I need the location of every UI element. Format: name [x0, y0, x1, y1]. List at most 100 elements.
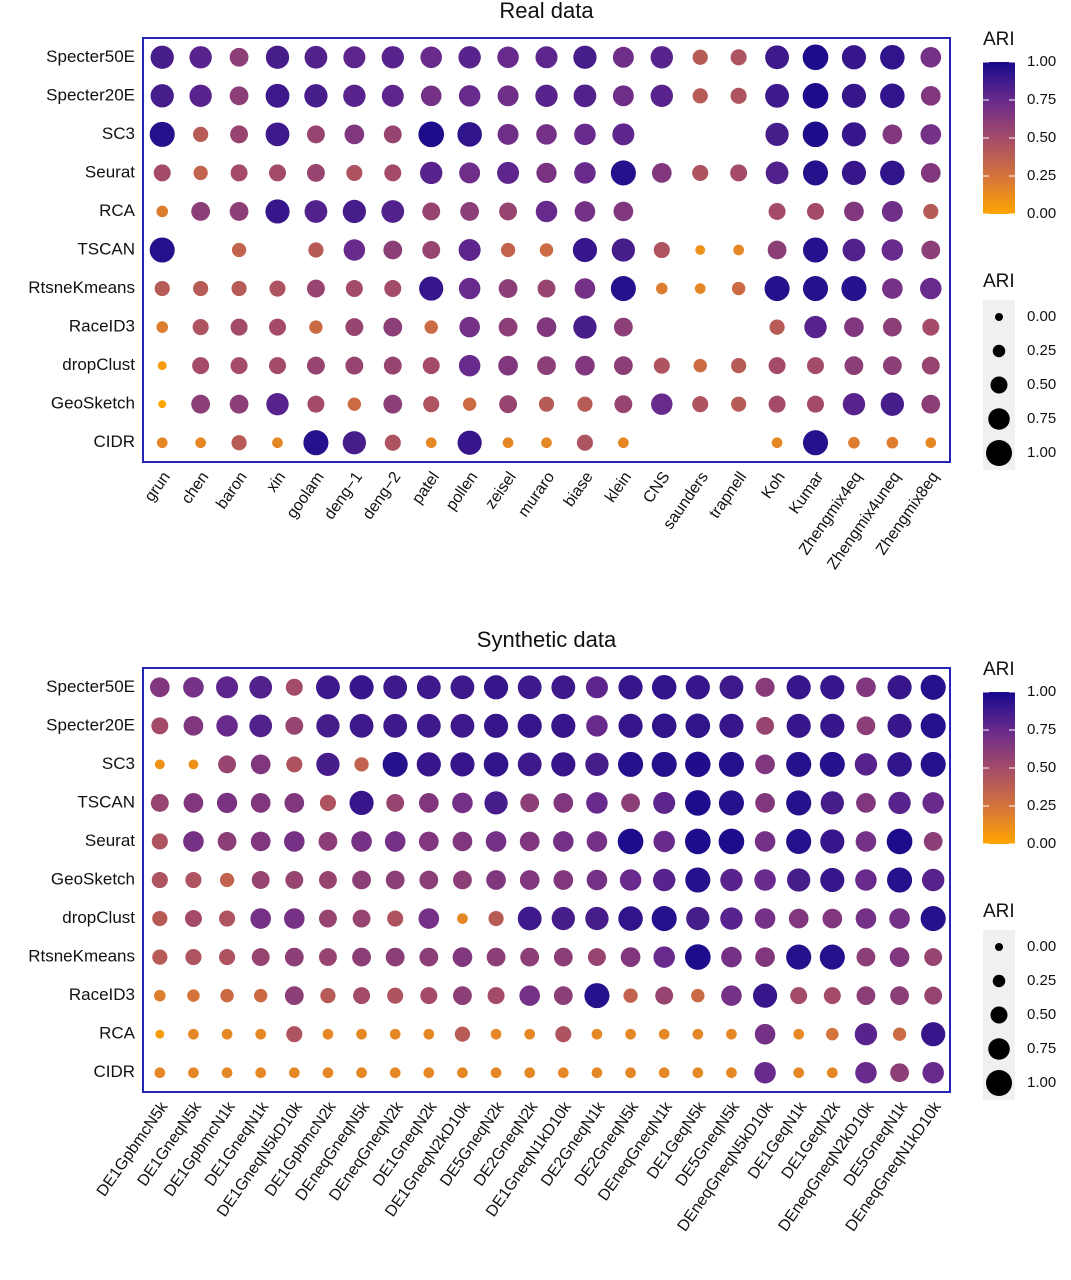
dot [484, 791, 508, 815]
dot [551, 713, 576, 738]
dot [572, 237, 598, 263]
dot [922, 1061, 944, 1084]
dot [880, 83, 905, 109]
dot [220, 988, 234, 1003]
row-label: TSCAN [77, 792, 135, 811]
dot [423, 1028, 435, 1040]
dot [320, 988, 336, 1004]
dot [416, 675, 441, 700]
dot [921, 240, 941, 260]
dot [519, 831, 540, 852]
dot [721, 946, 742, 968]
dot [787, 868, 811, 892]
dot [802, 44, 829, 71]
dot [658, 1028, 670, 1040]
dot [573, 315, 597, 339]
dot [591, 1067, 603, 1079]
dot [303, 430, 329, 456]
dot [487, 987, 505, 1005]
size-key [992, 344, 1006, 358]
size-legend-title: ARI [983, 901, 1015, 922]
dot [188, 1067, 199, 1079]
dot [555, 1026, 572, 1043]
x-tick-label: Koh [759, 469, 789, 502]
row-label: SC3 [102, 754, 135, 773]
dot [587, 948, 606, 967]
color-legend-title: ARI [983, 29, 1015, 50]
dot [520, 793, 540, 813]
dot [653, 830, 675, 853]
dot [384, 831, 406, 852]
row-label: GeoSketch [51, 869, 135, 888]
dot [614, 395, 633, 414]
dot [230, 357, 248, 375]
dot [483, 675, 509, 700]
dot [693, 358, 707, 373]
dot [769, 319, 785, 335]
dot [387, 987, 404, 1004]
dot [306, 279, 325, 298]
size-tick-label: 0.25 [1027, 342, 1056, 359]
dot [610, 275, 636, 302]
dot [517, 752, 542, 777]
dot [793, 1028, 805, 1040]
dot [651, 163, 672, 183]
dot [457, 430, 482, 455]
dot [384, 164, 402, 182]
dot [151, 717, 169, 735]
color-tick-label: 0.25 [1027, 797, 1056, 814]
row-label: RtsneKmeans [28, 947, 135, 966]
dot [219, 949, 236, 966]
dot [497, 123, 519, 145]
dot [342, 199, 367, 224]
dot [685, 675, 710, 700]
dot [684, 790, 711, 816]
size-key [995, 313, 1003, 321]
dot [591, 1028, 603, 1040]
dot [151, 871, 168, 889]
dot [692, 1067, 704, 1079]
dot [535, 46, 558, 69]
dot [229, 202, 249, 221]
dot [756, 716, 775, 735]
x-tick-label: Kumar [786, 468, 827, 517]
dot [343, 239, 366, 261]
dot [924, 986, 943, 1005]
dot [731, 358, 747, 374]
dot [420, 46, 442, 69]
dot [765, 122, 789, 147]
dot [318, 948, 337, 967]
dot [650, 84, 673, 108]
dot [454, 1026, 471, 1042]
row-label: SC3 [102, 124, 135, 143]
dot [658, 1067, 670, 1079]
dot [383, 394, 403, 414]
row-label: dropClust [62, 355, 135, 374]
size-key [992, 974, 1006, 988]
dot [195, 437, 206, 449]
dot [250, 908, 271, 929]
size-key [986, 440, 1012, 466]
dot [802, 121, 829, 148]
dot [854, 1022, 878, 1046]
dot [886, 828, 913, 855]
dot [485, 831, 507, 852]
dot [349, 790, 374, 816]
dot [221, 1067, 233, 1079]
dot [284, 831, 305, 852]
dot [497, 46, 519, 69]
dot [458, 46, 481, 69]
dot [684, 944, 711, 970]
dot [383, 240, 403, 260]
dot [804, 315, 827, 339]
dot [685, 751, 711, 778]
dot [754, 831, 776, 852]
dot [354, 757, 369, 772]
dot [418, 831, 439, 852]
dot [269, 164, 286, 182]
dot [625, 1028, 636, 1040]
dot [617, 828, 644, 855]
dot [855, 1061, 877, 1084]
row-label: Specter50E [46, 47, 135, 66]
size-tick-label: 0.00 [1027, 938, 1056, 955]
